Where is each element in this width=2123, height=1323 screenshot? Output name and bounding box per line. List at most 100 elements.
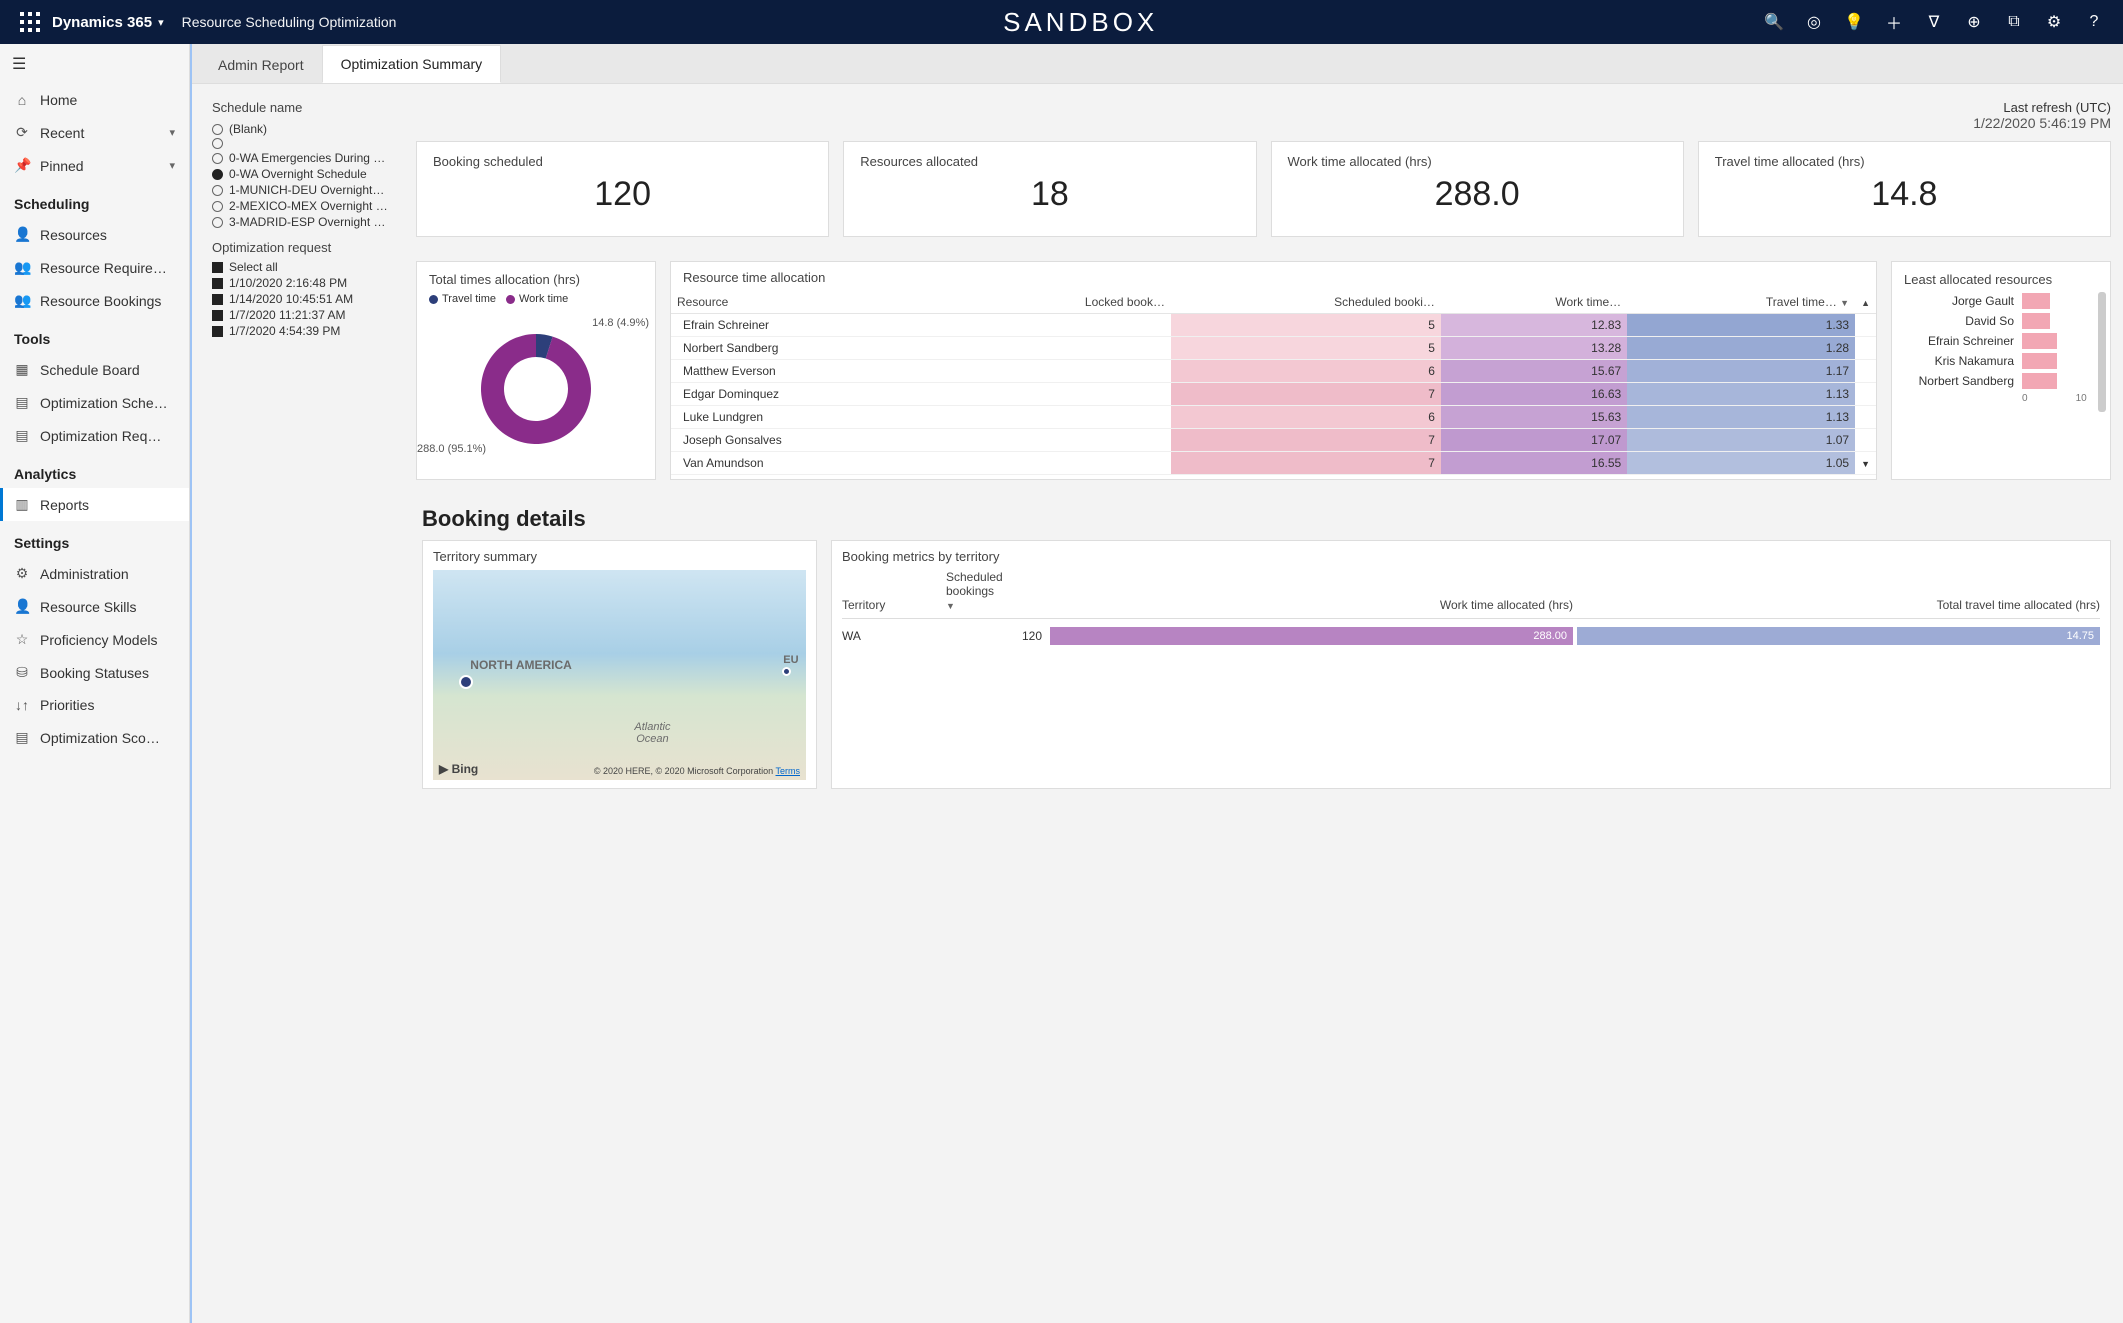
metrics-col-travel[interactable]: Total travel time allocated (hrs) [1577,598,2100,612]
nav-item[interactable]: ▦Schedule Board [0,353,189,386]
cell-work: 17.07 [1441,429,1627,452]
chevron-down-icon[interactable]: ▾ [158,16,164,29]
nav-item[interactable]: ⚙Administration [0,557,189,590]
schedule-radio[interactable]: 0-WA Emergencies During … [212,150,402,166]
table-row[interactable]: Van Amundson716.551.05▼ [671,452,1876,475]
radio-icon [212,138,223,149]
scroll-down-icon[interactable]: ▼ [1861,459,1870,469]
radio-icon [212,185,223,196]
settings-icon[interactable]: ⚙ [2045,13,2063,31]
request-checkbox[interactable]: 1/7/2020 11:21:37 AM [212,307,402,323]
app-launcher-icon[interactable] [20,12,40,32]
nav-item[interactable]: ↓↑Priorities [0,689,189,721]
nav-item[interactable]: 👥Resource Require… [0,251,189,284]
table-row[interactable]: Joseph Gonsalves717.071.07 [671,429,1876,452]
cell-travel: 1.05 [1627,452,1855,475]
bar-name: Norbert Sandberg [1904,374,2014,388]
request-checkbox[interactable]: 1/14/2020 10:45:51 AM [212,291,402,307]
lightbulb-icon[interactable]: 💡 [1845,13,1863,31]
donut-work-label: 288.0 (95.1%) [417,443,486,455]
map-terms-link[interactable]: Terms [776,766,801,776]
table-row[interactable]: Norbert Sandberg513.281.28 [671,337,1876,360]
map-placeholder[interactable]: NORTH AMERICA AtlanticOcean EU ▶ Bing © … [433,570,806,780]
request-checkbox[interactable]: 1/10/2020 2:16:48 PM [212,275,402,291]
table-row[interactable]: Luke Lundgren615.631.13 [671,406,1876,429]
cell-lock [951,429,1171,452]
help-icon[interactable]: ? [2085,13,2103,31]
checkbox-icon [212,278,223,289]
cell-sched: 7 [1171,429,1441,452]
metrics-col-work[interactable]: Work time allocated (hrs) [1050,598,1573,612]
schedule-radio[interactable]: (Blank) [212,121,402,137]
checkbox-icon [212,262,223,273]
environment-label: SANDBOX [396,7,1765,38]
nav-label: Optimization Req… [40,428,161,444]
table-row[interactable]: Matthew Everson615.671.17 [671,360,1876,383]
nav-item[interactable]: 👤Resource Skills [0,590,189,623]
search-icon[interactable]: 🔍 [1765,13,1783,31]
schedule-radio[interactable] [212,137,402,150]
radio-label: 2-MEXICO-MEX Overnight … [229,199,388,213]
table-header[interactable]: Travel time… ▼ [1627,291,1855,314]
nav-label: Resource Skills [40,599,136,615]
bar-row[interactable]: Kris Nakamura [1904,353,2098,369]
sidebar: ☰ ⌂Home⟳Recent▾📌Pinned▾ Scheduling👤Resou… [0,44,190,1323]
schedule-radio[interactable]: 3-MADRID-ESP Overnight … [212,214,402,230]
nav-pinned[interactable]: 📌Pinned▾ [0,149,189,182]
nav-item[interactable]: ⛁Booking Statuses [0,656,189,689]
schedule-radio[interactable]: 2-MEXICO-MEX Overnight … [212,198,402,214]
hamburger-icon[interactable]: ☰ [0,44,189,84]
chart-scrollbar[interactable] [2098,292,2106,412]
metrics-col-territory[interactable]: Territory [842,598,942,612]
puzzle-icon[interactable]: ⧉ [2005,13,2023,31]
bar-row[interactable]: David So [1904,313,2098,329]
nav-label: Priorities [40,697,94,713]
map-point-eu[interactable] [782,667,791,676]
schedule-radio[interactable]: 0-WA Overnight Schedule [212,166,402,182]
filter-icon[interactable]: ∇ [1925,13,1943,31]
bar-row[interactable]: Jorge Gault [1904,293,2098,309]
cell-work: 12.83 [1441,314,1627,337]
bar-row[interactable]: Efrain Schreiner [1904,333,2098,349]
tab[interactable]: Admin Report [200,47,322,83]
bar-name: David So [1904,314,2014,328]
nav-item[interactable]: ▤Optimization Sco… [0,721,189,754]
nav-icon: 👤 [14,226,30,243]
cell-sched: 6 [1171,360,1441,383]
radio-icon [212,124,223,135]
metrics-col-scheduled[interactable]: Scheduled bookings▼ [946,570,1046,612]
table-header[interactable]: Work time… [1441,291,1627,314]
scroll-up-icon[interactable]: ▲ [1855,291,1876,314]
request-checkbox[interactable]: 1/7/2020 4:54:39 PM [212,323,402,339]
bar-rect [2022,333,2057,349]
metrics-scheduled: 120 [946,629,1046,643]
nav-item[interactable]: ▤Optimization Sche… [0,386,189,419]
schedule-radio[interactable]: 1-MUNICH-DEU Overnight… [212,182,402,198]
table-row[interactable]: Efrain Schreiner512.831.33 [671,314,1876,337]
nav-item[interactable]: 👥Resource Bookings [0,284,189,317]
nav-item[interactable]: ▥Reports [0,488,189,521]
nav-item[interactable]: ☆Proficiency Models [0,623,189,656]
table-header[interactable]: Locked book… [951,291,1171,314]
cell-lock [951,360,1171,383]
app-name[interactable]: Dynamics 365 [52,14,152,31]
nav-item[interactable]: 👤Resources [0,218,189,251]
add-circle-icon[interactable]: ⊕ [1965,13,1983,31]
nav-home[interactable]: ⌂Home [0,84,189,116]
nav-recent[interactable]: ⟳Recent▾ [0,116,189,149]
target-icon[interactable]: ◎ [1805,13,1823,31]
table-header[interactable]: Resource [671,291,951,314]
check-label: 1/10/2020 2:16:48 PM [229,276,347,290]
plus-icon[interactable]: ＋ [1885,13,1903,31]
tab-bar: Admin ReportOptimization Summary [192,44,2123,84]
app-subtitle: Resource Scheduling Optimization [182,14,397,30]
nav-item[interactable]: ▤Optimization Req… [0,419,189,452]
tab[interactable]: Optimization Summary [322,45,502,83]
table-row[interactable]: Edgar Dominquez716.631.13 [671,383,1876,406]
table-header[interactable]: Scheduled booki… [1171,291,1441,314]
request-checkbox[interactable]: Select all [212,259,402,275]
cell-work: 13.28 [1441,337,1627,360]
map-point-wa[interactable] [459,675,473,689]
cell-name: Van Amundson [671,452,951,475]
bar-row[interactable]: Norbert Sandberg [1904,373,2098,389]
